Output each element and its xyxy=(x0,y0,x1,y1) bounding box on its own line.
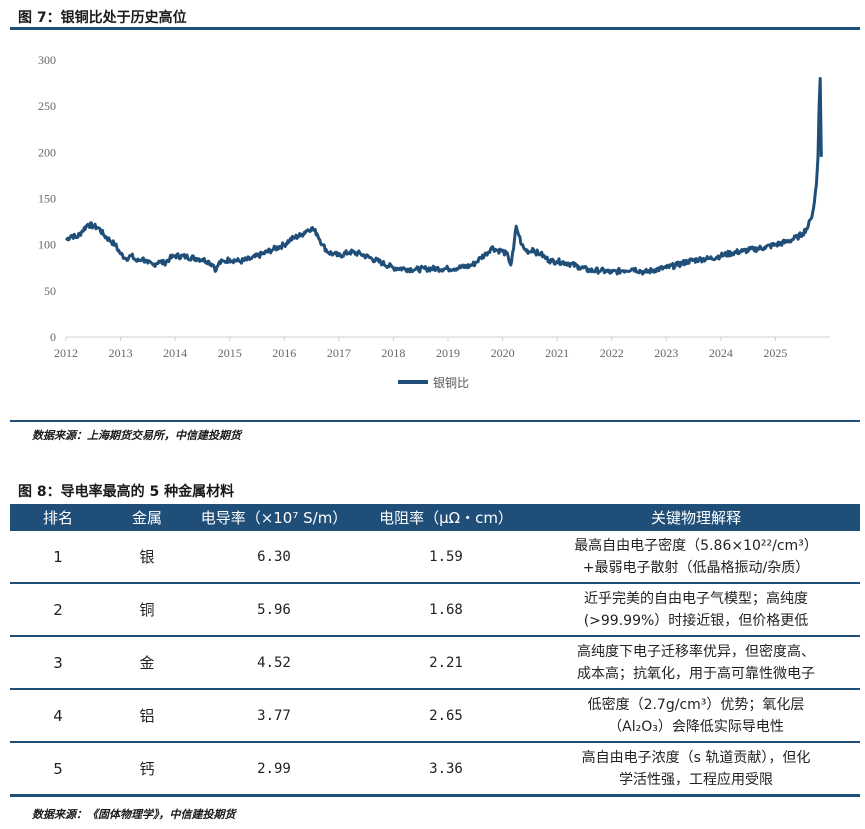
y-tick-label: 200 xyxy=(38,145,56,159)
figure7-bottom-rule xyxy=(10,420,860,422)
explanation-line: +最弱电子散射（低晶格振动/杂质） xyxy=(582,559,810,576)
explanation-line: 近乎完美的自由电子气模型；高纯度 xyxy=(584,590,808,607)
header-rank: 排名 xyxy=(10,504,106,531)
cell-explanation: 最高自由电子密度（5.86×10²²/cm³） +最弱电子散射（低晶格振动/杂质） xyxy=(532,531,860,584)
table-row: 1 银 6.30 1.59 最高自由电子密度（5.86×10²²/cm³） +最弱… xyxy=(10,531,860,584)
cell-explanation: 低密度（2.7g/cm³）优势；氧化层 （Al₂O₃）会降低实际导电性 xyxy=(532,689,860,743)
table-row: 3 金 4.52 2.21 高纯度下电子迁移率优异，但密度高、 成本高；抗氧化，用… xyxy=(10,636,860,690)
cell-metal: 金 xyxy=(106,636,188,690)
explanation-line: 成本高；抗氧化，用于高可靠性微电子 xyxy=(577,665,815,682)
table-header-row: 排名 金属 电导率（×10⁷ S/m） 电阻率（μΩ・cm） 关键物理解释 xyxy=(10,504,860,531)
header-metal: 金属 xyxy=(106,504,188,531)
cell-explanation: 高纯度下电子迁移率优异，但密度高、 成本高；抗氧化，用于高可靠性微电子 xyxy=(532,636,860,690)
x-tick-label: 2025 xyxy=(763,346,787,360)
x-tick-label: 2021 xyxy=(545,346,569,360)
cell-resistivity: 1.68 xyxy=(360,583,532,637)
cell-conductivity: 5.96 xyxy=(188,583,360,637)
explanation-line: 学活性强，工程应用受限 xyxy=(619,771,773,788)
figure7-source: 数据来源：上海期货交易所，中信建投期货 xyxy=(32,429,241,442)
series-line-silver-copper-ratio xyxy=(65,77,823,276)
cell-metal: 铝 xyxy=(106,689,188,743)
y-tick-label: 0 xyxy=(50,330,56,344)
cell-metal: 银 xyxy=(106,531,188,584)
legend-label: 银铜比 xyxy=(433,375,469,390)
cell-explanation: 高自由电子浓度（s 轨道贡献），但化 学活性强，工程应用受限 xyxy=(532,742,860,797)
cell-resistivity: 2.21 xyxy=(360,636,532,690)
y-tick-label: 100 xyxy=(38,238,56,252)
x-tick-label: 2013 xyxy=(109,346,133,360)
explanation-line: 高纯度下电子迁移率优异，但密度高、 xyxy=(577,643,815,660)
explanation-line: 低密度（2.7g/cm³）优势；氧化层 xyxy=(587,696,805,713)
x-tick-label: 2018 xyxy=(381,346,405,360)
y-tick-label: 150 xyxy=(38,192,56,206)
cell-conductivity: 4.52 xyxy=(188,636,360,690)
table-row: 5 钙 2.99 3.36 高自由电子浓度（s 轨道贡献），但化 学活性强，工程应… xyxy=(10,742,860,797)
figure7-top-rule xyxy=(10,27,860,30)
cell-rank: 2 xyxy=(10,583,106,637)
x-tick-label: 2017 xyxy=(327,346,351,360)
metal-conductivity-table: 排名 金属 电导率（×10⁷ S/m） 电阻率（μΩ・cm） 关键物理解释 1 … xyxy=(10,504,860,797)
header-resistivity: 电阻率（μΩ・cm） xyxy=(360,504,532,531)
figure8-title: 图 8：导电率最高的 5 种金属材料 xyxy=(18,484,235,500)
x-tick-label: 2024 xyxy=(709,346,733,360)
x-tick-label: 2020 xyxy=(491,346,515,360)
explanation-line: 最高自由电子密度（5.86×10²²/cm³） xyxy=(574,537,818,554)
cell-rank: 4 xyxy=(10,689,106,743)
x-tick-label: 2016 xyxy=(272,346,296,360)
cell-conductivity: 6.30 xyxy=(188,531,360,584)
header-explanation: 关键物理解释 xyxy=(532,504,860,531)
table-row: 2 铜 5.96 1.68 近乎完美的自由电子气模型；高纯度 (>99.99%）时… xyxy=(10,583,860,637)
table-row: 4 铝 3.77 2.65 低密度（2.7g/cm³）优势；氧化层 （Al₂O₃）… xyxy=(10,689,860,743)
cell-rank: 3 xyxy=(10,636,106,690)
y-tick-label: 50 xyxy=(44,284,56,298)
cell-resistivity: 2.65 xyxy=(360,689,532,743)
x-tick-label: 2022 xyxy=(600,346,624,360)
explanation-line: (>99.99%）时接近银，但价格更低 xyxy=(583,612,809,629)
explanation-line: （Al₂O₃）会降低实际导电性 xyxy=(608,718,784,735)
x-tick-label: 2014 xyxy=(163,346,187,360)
cell-conductivity: 3.77 xyxy=(188,689,360,743)
cell-explanation: 近乎完美的自由电子气模型；高纯度 (>99.99%）时接近银，但价格更低 xyxy=(532,583,860,637)
x-tick-label: 2012 xyxy=(54,346,78,360)
y-tick-label: 300 xyxy=(38,53,56,67)
cell-conductivity: 2.99 xyxy=(188,742,360,797)
explanation-line: 高自由电子浓度（s 轨道贡献），但化 xyxy=(581,749,811,766)
y-axis: 0 50 100 150 200 250 300 xyxy=(38,53,56,344)
legend: 银铜比 xyxy=(398,375,469,390)
header-conductivity: 电导率（×10⁷ S/m） xyxy=(188,504,360,531)
cell-rank: 5 xyxy=(10,742,106,797)
figure7-title: 图 7：银铜比处于历史高位 xyxy=(18,10,187,26)
cell-rank: 1 xyxy=(10,531,106,584)
x-tick-label: 2023 xyxy=(654,346,678,360)
figure8-source: 数据来源：《固体物理学》，中信建投期货 xyxy=(32,808,236,821)
x-tick-label: 2019 xyxy=(436,346,460,360)
y-tick-label: 250 xyxy=(38,99,56,113)
cell-metal: 铜 xyxy=(106,583,188,637)
x-tick-label: 2015 xyxy=(218,346,242,360)
cell-metal: 钙 xyxy=(106,742,188,797)
cell-resistivity: 3.36 xyxy=(360,742,532,797)
x-axis: 2012 2013 2014 2015 2016 2017 2018 2019 2020 2021… xyxy=(54,337,787,360)
cell-resistivity: 1.59 xyxy=(360,531,532,584)
